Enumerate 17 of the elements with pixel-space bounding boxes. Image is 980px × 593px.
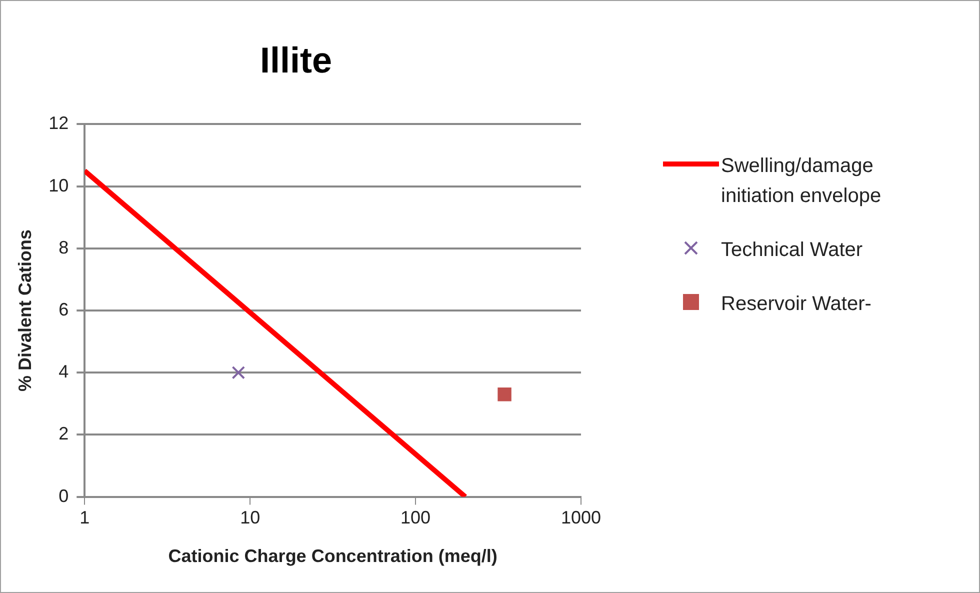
y-tick-label: 4 xyxy=(58,362,69,382)
y-tick-label: 10 xyxy=(48,175,69,196)
y-tick-label: 8 xyxy=(58,237,69,258)
y-tick-label: 2 xyxy=(58,424,69,444)
y-axis-title: % Divalent Cations xyxy=(14,229,35,392)
chart-title: Illite xyxy=(260,40,332,81)
legend-label: Technical Water xyxy=(721,238,864,263)
y-tick-label: 0 xyxy=(58,486,69,506)
x-tick-label: 1000 xyxy=(560,508,602,528)
x-tick-label: 1 xyxy=(80,508,90,528)
legend-label: Reservoir Water- xyxy=(721,292,872,317)
legend-label: Swelling/damage initiation envelope xyxy=(721,154,882,209)
x-axis-title: Cationic Charge Concentration (meq/l) xyxy=(168,546,498,566)
x-tick-label: 100 xyxy=(400,508,431,528)
y-tick-label: 12 xyxy=(48,113,69,134)
y-tick-label: 6 xyxy=(58,299,69,320)
x-tick-label: 10 xyxy=(240,508,260,528)
